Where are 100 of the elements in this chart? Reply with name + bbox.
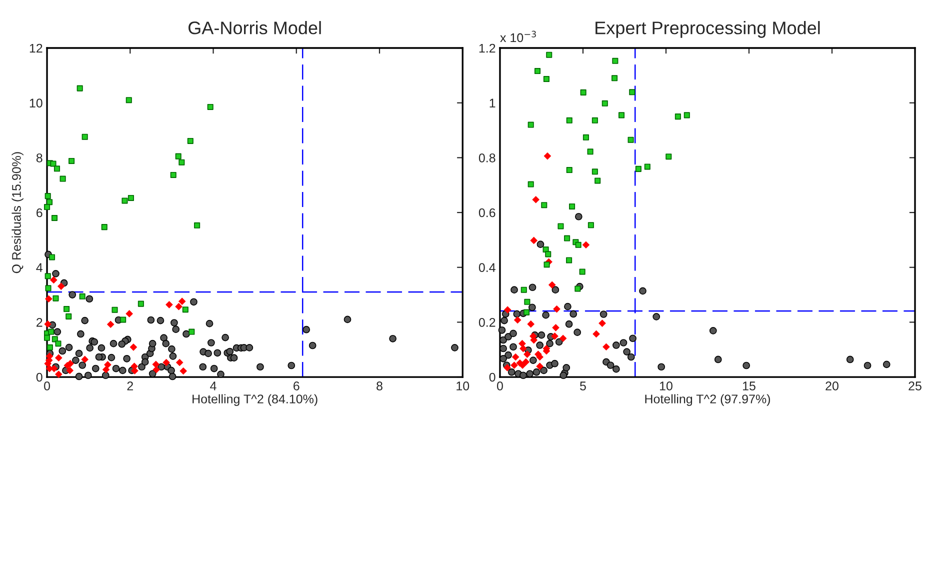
- point: [592, 117, 598, 124]
- point: [522, 358, 530, 366]
- point: [553, 305, 560, 313]
- x-tick-label: 6: [294, 382, 300, 390]
- y-tick-label: 4: [36, 263, 42, 272]
- point: [548, 281, 556, 289]
- x-tick-label: 10: [456, 382, 470, 390]
- point: [178, 159, 185, 166]
- point: [629, 89, 636, 96]
- y-tick-label: 8: [36, 153, 42, 162]
- point: [50, 160, 56, 167]
- point: [635, 166, 642, 172]
- y-tick-label: 1.2: [479, 44, 496, 53]
- point: [552, 324, 560, 332]
- point: [524, 350, 531, 358]
- point: [520, 286, 527, 293]
- point: [566, 117, 572, 124]
- x-tick-label: 8: [376, 382, 382, 390]
- point: [618, 112, 625, 118]
- y-tick-label: 0: [36, 372, 42, 382]
- point: [532, 196, 540, 204]
- point: [178, 298, 186, 306]
- point: [194, 222, 200, 228]
- chart-title: Expert Preprocessing Model: [596, 21, 820, 38]
- point: [527, 320, 535, 328]
- point: [102, 366, 110, 374]
- point: [569, 203, 576, 210]
- point: [520, 344, 527, 352]
- point: [518, 340, 526, 348]
- point: [104, 361, 112, 368]
- point: [46, 199, 53, 206]
- x-tick-label: 4: [210, 382, 216, 390]
- point: [579, 268, 586, 275]
- x-tick-label: 20: [826, 382, 838, 390]
- point: [580, 89, 586, 96]
- point: [120, 316, 126, 323]
- point: [559, 334, 567, 342]
- point: [44, 334, 50, 341]
- point: [152, 366, 160, 374]
- point: [52, 295, 59, 302]
- point: [152, 360, 160, 368]
- point: [81, 356, 89, 364]
- point: [582, 241, 590, 249]
- y-tick-label: 0.8: [478, 153, 496, 162]
- y-tick-label: 10: [30, 98, 42, 108]
- point: [544, 262, 550, 268]
- point: [112, 306, 118, 313]
- point: [575, 242, 582, 248]
- point: [182, 306, 188, 313]
- point: [46, 344, 53, 350]
- point: [82, 134, 88, 140]
- point: [130, 343, 138, 351]
- x-tick-label: 15: [743, 382, 756, 390]
- chart-title: GA-Norris Model: [188, 21, 321, 34]
- point: [574, 286, 581, 292]
- point: [544, 152, 552, 160]
- point: [504, 306, 512, 314]
- point: [541, 202, 548, 208]
- y-tick-label: 6: [36, 208, 42, 218]
- point: [566, 257, 572, 264]
- point: [55, 340, 62, 347]
- point: [602, 343, 610, 351]
- point: [594, 178, 601, 184]
- point: [530, 236, 538, 244]
- point: [170, 172, 176, 178]
- point: [592, 330, 600, 338]
- point: [684, 112, 690, 118]
- point: [534, 68, 541, 74]
- point: [546, 52, 552, 58]
- point: [180, 367, 188, 375]
- point: [510, 362, 518, 369]
- x-tick-label: 2: [127, 382, 133, 390]
- point: [628, 136, 634, 143]
- x-tick-label: 0: [44, 382, 50, 390]
- point: [612, 75, 618, 82]
- point: [57, 282, 65, 290]
- x-tick-label: 25: [908, 382, 922, 390]
- point: [566, 167, 572, 174]
- y-tick-label: 2: [36, 318, 42, 327]
- y-tick-label: 0.2: [478, 318, 496, 327]
- point: [79, 293, 86, 300]
- x-axis-title: Hotelling T^2 (84.10%): [192, 394, 318, 406]
- point: [524, 309, 530, 316]
- x-tick-label: 10: [660, 382, 672, 390]
- point: [674, 114, 681, 120]
- point: [543, 76, 550, 82]
- point: [50, 276, 58, 284]
- point: [175, 153, 182, 160]
- point: [188, 328, 195, 335]
- point: [51, 214, 58, 222]
- point: [76, 85, 83, 92]
- point: [592, 168, 598, 175]
- point: [162, 358, 170, 366]
- point: [602, 100, 608, 106]
- y-tick-label: 0: [489, 372, 496, 382]
- y-axis-title: Q Residuals (15.90%): [12, 152, 24, 274]
- point: [536, 362, 544, 370]
- point: [512, 353, 520, 361]
- point: [666, 154, 672, 160]
- point: [44, 273, 51, 280]
